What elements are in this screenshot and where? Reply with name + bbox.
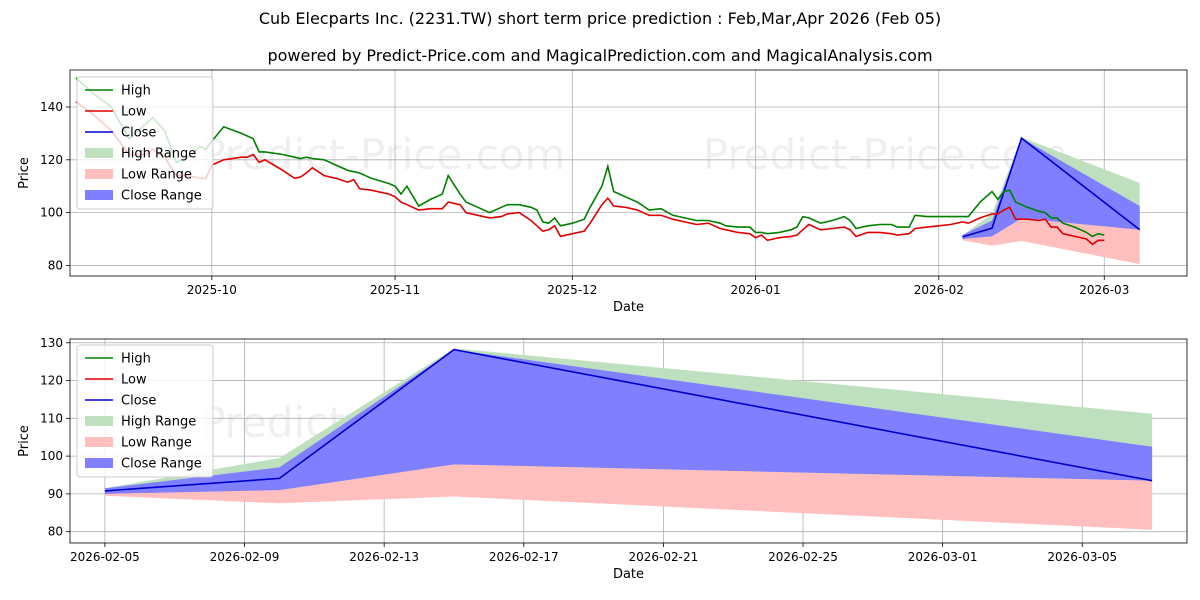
legend-swatch-patch: [85, 169, 113, 179]
legend-swatch-patch: [85, 458, 113, 468]
legend-item: Low Range: [85, 436, 192, 451]
legend: High Low Close High Range Low Range Close Ran…: [76, 76, 214, 210]
high-line: [75, 77, 1105, 238]
x-tick-label: 2026-02-09: [210, 550, 280, 564]
x-tick-label: 2026-02-05: [70, 550, 140, 564]
legend-label: Close: [121, 126, 156, 141]
plot-area: [70, 339, 1187, 543]
plot-frame: [69, 338, 1188, 544]
y-tick-label: 140: [40, 100, 63, 114]
x-tick-label: 2026-03-01: [908, 550, 978, 564]
x-tick-label: 2026-02-17: [489, 550, 559, 564]
legend-swatch-patch: [85, 148, 113, 158]
low-range-band: [104, 464, 1153, 530]
legend-item: High: [85, 84, 151, 99]
y-tick-label: 130: [40, 336, 63, 350]
x-tick-label: 2026-02-13: [349, 550, 419, 564]
watermark-text: Predict-Price.com: [200, 130, 565, 179]
x-axis-label: Date: [613, 567, 644, 582]
x-axis-label: Date: [613, 300, 644, 315]
prediction-main: [104, 348, 1153, 530]
watermark-text: Predict-Price.com: [703, 130, 1068, 179]
legend-item: Close: [85, 394, 156, 409]
prediction-overlay: [962, 136, 1141, 265]
x-tick-label: 2025-11: [370, 283, 420, 297]
close-range-band: [104, 349, 1153, 494]
chart-subtitle: powered by Predict-Price.com and Magical…: [267, 46, 933, 65]
x-tick-label: 2026-01: [730, 283, 780, 297]
x-tick-label: 2026-02: [914, 283, 964, 297]
x-tick-label: 2025-10: [187, 283, 237, 297]
legend-label: High Range: [121, 147, 196, 162]
legend-label: Low Range: [121, 436, 192, 451]
legend-label: Low Range: [121, 168, 192, 183]
legend-item: Close Range: [85, 457, 202, 472]
legend-item: Close: [85, 126, 156, 141]
legend-label: Low: [121, 105, 147, 120]
legend-item: Close Range: [85, 189, 202, 204]
legend-item: High Range: [85, 415, 196, 430]
legend-swatch-patch: [85, 190, 113, 200]
legend-swatch-patch: [85, 416, 113, 426]
y-tick-label: 80: [48, 525, 63, 539]
close-range-band: [962, 138, 1140, 239]
y-tick-label: 120: [40, 374, 63, 388]
legend-item: High Range: [85, 147, 196, 162]
legend-label: Low: [121, 373, 147, 388]
legend-item: Low: [85, 105, 147, 120]
y-axis-label: Price: [17, 425, 32, 457]
x-tick-label: 2025-12: [547, 283, 597, 297]
legend-label: Close: [121, 394, 156, 409]
x-tick-label: 2026-02-25: [768, 550, 838, 564]
y-tick-label: 100: [40, 449, 63, 463]
legend-label: High: [121, 84, 151, 99]
legend-item: Low Range: [85, 168, 192, 183]
chart-title: Cub Elecparts Inc. (2231.TW) short term …: [258, 9, 942, 28]
y-tick-label: 120: [40, 153, 63, 167]
x-tick-label: 2026-02-21: [629, 550, 699, 564]
x-tick-label: 2026-03: [1079, 283, 1129, 297]
y-tick-label: 80: [48, 258, 63, 272]
low-line: [75, 101, 1105, 246]
x-tick-label: 2026-03-05: [1047, 550, 1117, 564]
chart-panel-1: Predict-Price.com Predict-Price.com 2025-1…: [17, 69, 1188, 315]
y-tick-label: 110: [40, 411, 63, 425]
legend-item: Low: [85, 373, 147, 388]
legend-label: Close Range: [121, 189, 202, 204]
low-range-band: [962, 218, 1140, 265]
plot-frame: [69, 69, 1188, 277]
watermark-group: Predict-Price.com Predict-Price.com: [200, 130, 1068, 179]
close-line: [962, 136, 1141, 238]
legend: High Low Close High Range Low Range Close Ran…: [76, 344, 214, 478]
chart-panel-2: Predict-Price.comPredict-Price.com2026-0…: [17, 336, 1188, 582]
plot-area: [70, 70, 1187, 276]
close-line: [104, 348, 1153, 492]
legend-item: High: [85, 352, 151, 367]
legend-swatch-patch: [85, 437, 113, 447]
y-tick-label: 90: [48, 487, 63, 501]
legend-label: Close Range: [121, 457, 202, 472]
legend-label: High: [121, 352, 151, 367]
y-tick-label: 100: [40, 206, 63, 220]
y-axis-label: Price: [17, 157, 32, 189]
legend-label: High Range: [121, 415, 196, 430]
